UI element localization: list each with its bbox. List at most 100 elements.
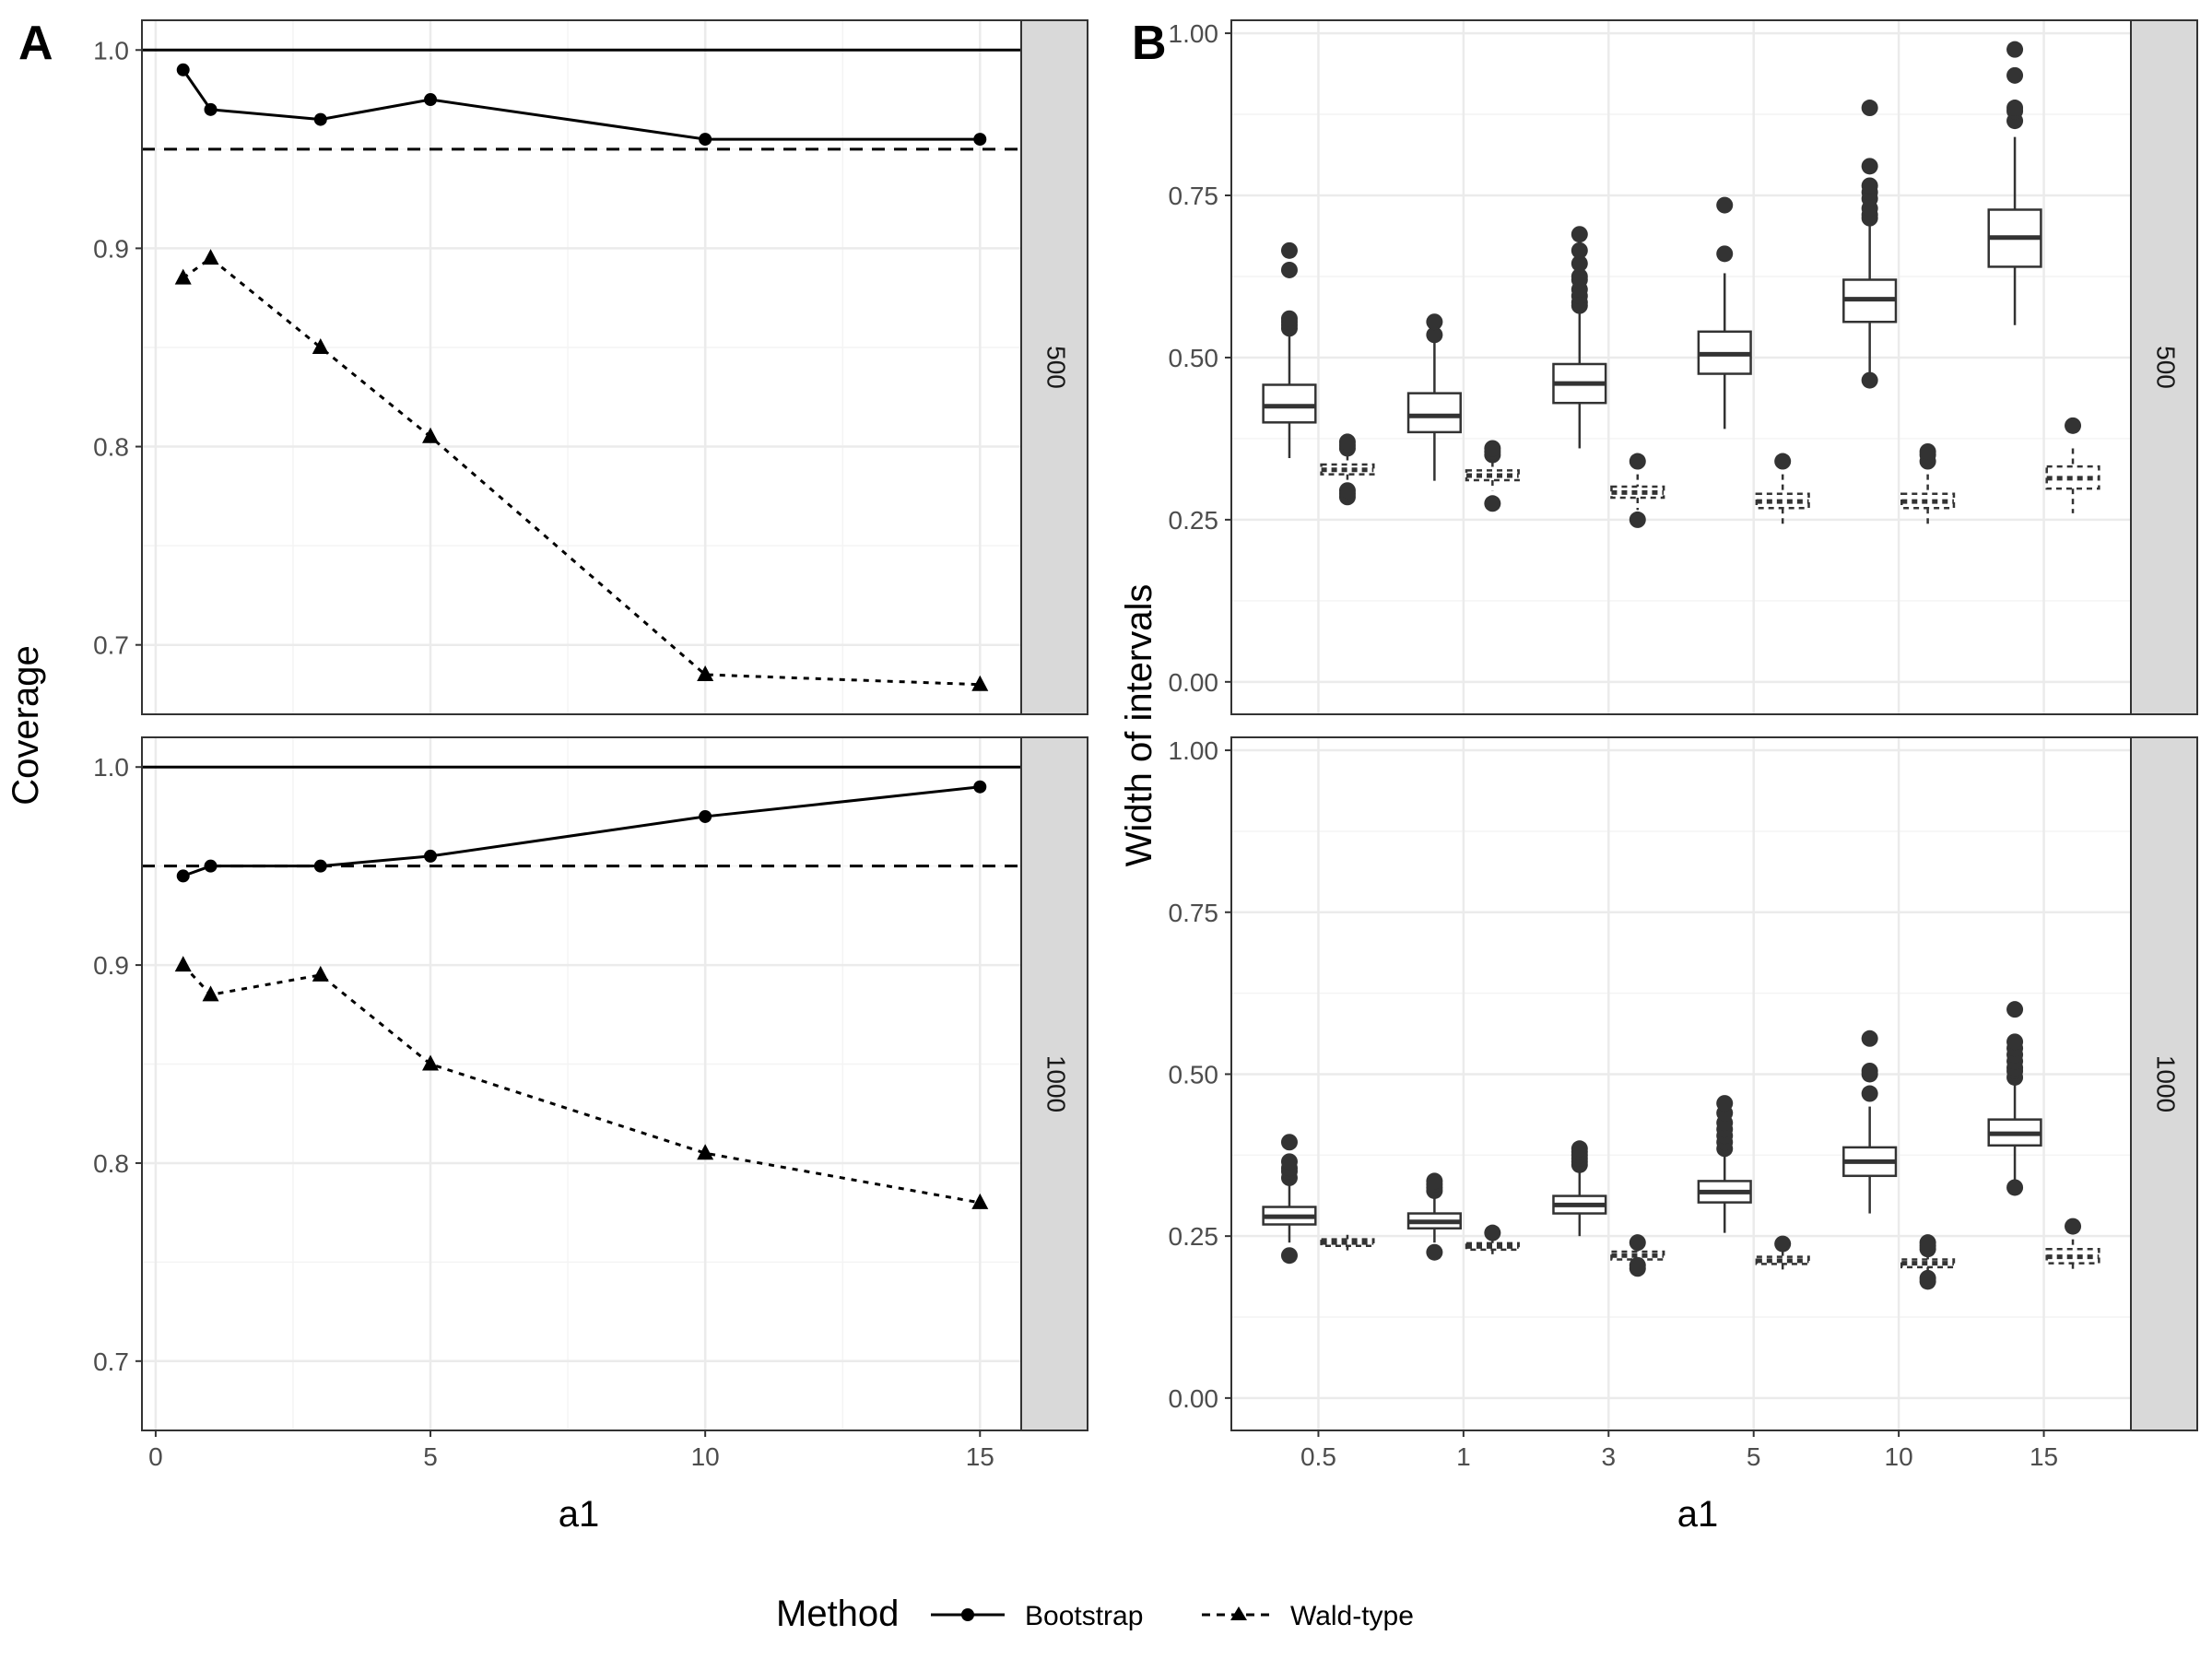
panel-a-plot-background <box>142 20 1021 714</box>
bootstrap-series-line <box>182 68 981 141</box>
bootstrap-outlier-point <box>1280 261 1298 278</box>
panel-b-facet-strip <box>2130 736 2198 1431</box>
bootstrap-outlier-point <box>1571 267 1588 285</box>
panel-a-y-tick-label: 0.8 <box>93 433 129 462</box>
wald-outlier-point <box>1774 453 1792 470</box>
panel-a-x-tick-label: 15 <box>966 1442 994 1471</box>
wald-point <box>312 337 329 354</box>
bootstrap-point <box>176 63 190 76</box>
bootstrap-outlier-point <box>1426 1243 1443 1261</box>
panel-b-y-tick-label: 0.75 <box>1169 899 1219 927</box>
wald-outlier-point <box>1919 1234 1936 1252</box>
legend: Method Bootstrap Wald-type <box>776 1594 1414 1634</box>
panel-b-plot-background <box>1231 20 2131 714</box>
panel-a-x-tick-label: 0 <box>148 1442 163 1471</box>
wald-outlier-point <box>1484 440 1501 457</box>
bootstrap-outlier-point <box>2006 100 2024 117</box>
bootstrap-outlier-point <box>1280 310 1298 327</box>
bootstrap-point <box>699 809 712 823</box>
wald-point <box>422 427 440 443</box>
bootstrap-point <box>424 93 438 107</box>
panel-a-y-tick-label: 1.0 <box>93 36 129 65</box>
bootstrap-point <box>176 869 190 883</box>
panel-b-y-tick-label: 0.50 <box>1169 1060 1219 1088</box>
bootstrap-outlier-point <box>2006 1179 2024 1196</box>
panel-a-facet-strip <box>1020 19 1088 715</box>
bootstrap-outlier-point <box>1280 1247 1298 1265</box>
bootstrap-box <box>1406 392 1462 434</box>
panel-a-facet-500: 500 0.7 0.8 0.9 1.0 <box>93 19 1088 715</box>
panel-b-y-tick-label: 1.00 <box>1169 19 1219 48</box>
panel-b-y-tick-label: 0.00 <box>1169 668 1219 697</box>
panel-b-facet-strip <box>2130 19 2198 715</box>
wald-point <box>422 1054 440 1071</box>
bootstrap-point <box>424 849 438 863</box>
panel-b-y-tick-label: 1.00 <box>1169 736 1219 765</box>
legend-bootstrap-label: Bootstrap <box>1025 1601 1143 1631</box>
panel-b-y-tick-label: 0.75 <box>1169 182 1219 210</box>
wald-outlier-point <box>1629 1234 1646 1252</box>
panel-b-letter: B <box>1132 17 1167 70</box>
panel-a-y-tick-label: 1.0 <box>93 753 129 782</box>
wald-outlier-point <box>1919 442 1936 460</box>
bootstrap-outlier-point <box>1716 245 1734 263</box>
bootstrap-outlier-point <box>2006 1033 2024 1051</box>
panel-a-y-tick-label: 0.7 <box>93 1347 129 1376</box>
bootstrap-outlier-point <box>2006 41 2024 58</box>
wald-point <box>202 249 219 265</box>
panel-b-x-tick-label: 1 <box>1456 1442 1471 1471</box>
wald-outlier-point <box>1774 1235 1792 1253</box>
bootstrap-outlier-point <box>1716 196 1734 214</box>
panel-a-x-tick-label: 10 <box>691 1442 720 1471</box>
panel-b-x-tick-label: 0.5 <box>1300 1442 1336 1471</box>
panel-b-x-tick-label: 3 <box>1602 1442 1617 1471</box>
wald-point <box>202 985 219 1002</box>
panel-a-y-tick-label: 0.8 <box>93 1149 129 1178</box>
wald-outlier-point <box>1338 433 1356 451</box>
panel-a-facet-strip <box>1020 736 1088 1431</box>
wald-outlier-point <box>1338 482 1356 500</box>
wald-outlier-point <box>2065 1218 2082 1235</box>
bootstrap-outlier-point <box>1861 177 1878 194</box>
wald-box <box>1320 463 1375 476</box>
legend-title: Method <box>776 1594 899 1634</box>
wald-point <box>174 268 192 285</box>
panel-b-x-axis-title: a1 <box>1677 1494 1719 1535</box>
panel-a-facet-strip-label: 1000 <box>1042 1055 1071 1112</box>
wald-point <box>312 965 329 982</box>
panel-a-facet-1000: 1000 0.7 0.8 0.9 1.0 0 5 10 15 <box>93 736 1088 1471</box>
bootstrap-outlier-point <box>1426 326 1443 344</box>
bootstrap-outlier-point <box>1426 1172 1443 1190</box>
panel-b-y-tick-label: 0.25 <box>1169 1222 1219 1251</box>
bootstrap-outlier-point <box>1280 1153 1298 1171</box>
panel-a-y-tick-label: 0.9 <box>93 951 129 980</box>
panel-b-x-tick-label: 5 <box>1747 1442 1761 1471</box>
wald-outlier-point <box>1484 1224 1501 1241</box>
wald-point <box>697 665 714 681</box>
bootstrap-outlier-point <box>1861 1085 1878 1102</box>
wald-box <box>1610 485 1665 500</box>
legend-bootstrap-marker <box>961 1608 974 1621</box>
panel-b-y-tick-label: 0.50 <box>1169 344 1219 372</box>
bootstrap-point <box>313 859 327 873</box>
panel-b-y-axis-title: Width of intervals <box>1119 584 1159 867</box>
wald-outlier-point <box>1484 495 1501 512</box>
wald-box <box>1465 469 1520 482</box>
wald-outlier-point <box>2065 417 2082 434</box>
bootstrap-outlier-point <box>1571 226 1588 243</box>
wald-outlier-point <box>1629 511 1646 528</box>
wald-point <box>971 1193 989 1209</box>
panel-b-facet-500: 500 0.00 0.25 0.50 0.75 1.00 <box>1169 19 2198 715</box>
panel-a-coverage-chart: 500 0.7 0.8 0.9 1.0 1000 0.7 0.8 0.9 1.0 0 5 10 15 C… <box>6 19 1088 1535</box>
bootstrap-outlier-point <box>1426 313 1443 331</box>
bootstrap-point <box>204 859 218 873</box>
wald-point <box>697 1144 714 1160</box>
panel-a-plot-background <box>142 737 1021 1430</box>
bootstrap-outlier-point <box>1716 1095 1734 1112</box>
legend-wald-label: Wald-type <box>1290 1601 1414 1631</box>
panel-b-facet-1000: 1000 0.00 0.25 0.50 0.75 1.00 0.5 1 3 5 10 15 <box>1169 736 2198 1471</box>
panel-b-y-tick-label: 0.25 <box>1169 506 1219 535</box>
panel-a-x-tick-label: 5 <box>423 1442 438 1471</box>
